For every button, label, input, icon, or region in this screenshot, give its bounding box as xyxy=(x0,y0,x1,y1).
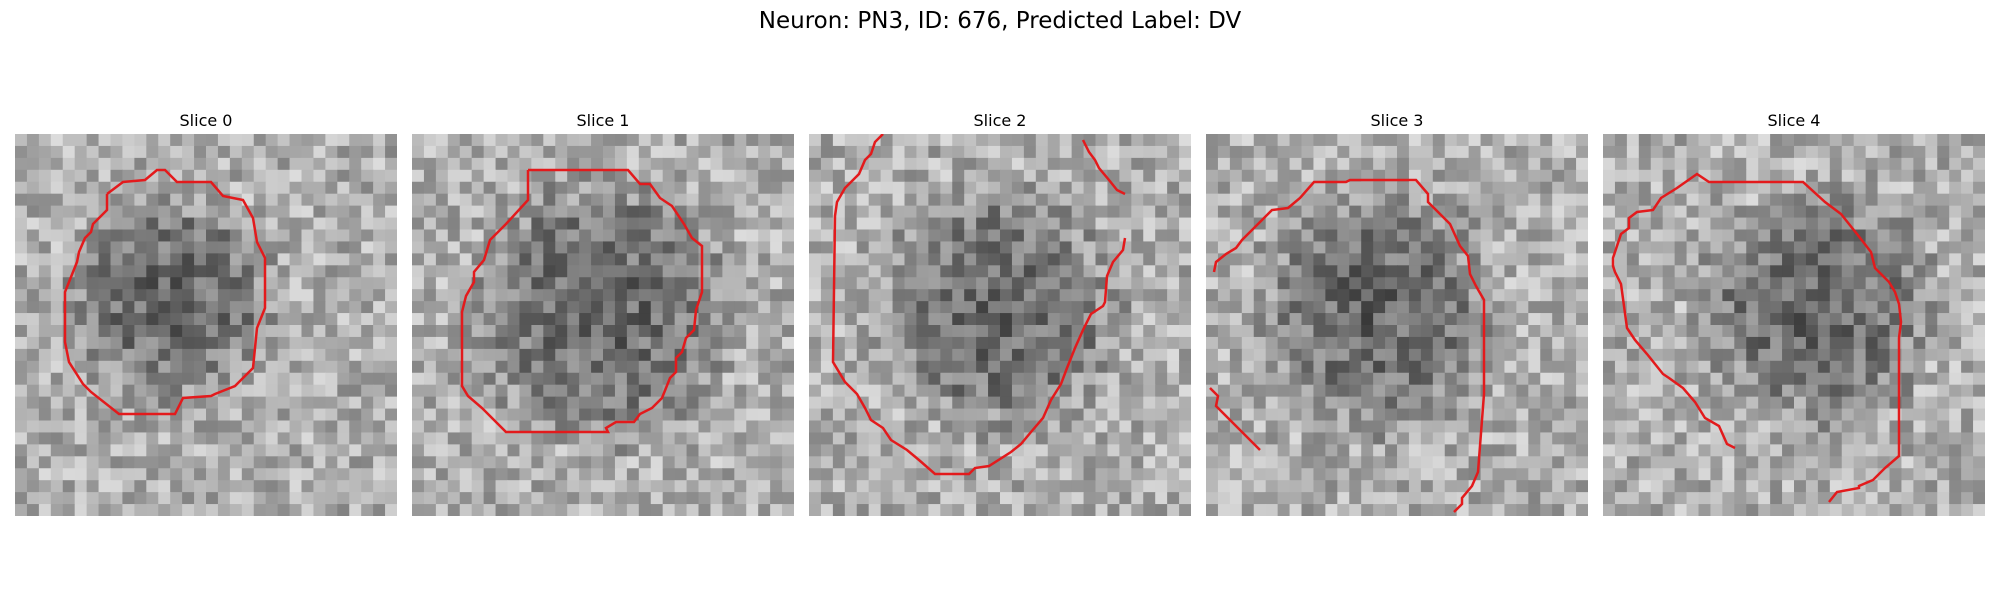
pixel-grid-0 xyxy=(15,134,397,516)
slice-title-3: Slice 3 xyxy=(1370,111,1424,130)
slice-image-0 xyxy=(15,134,397,516)
slice-title-0: Slice 0 xyxy=(179,111,233,130)
pixel-grid-3 xyxy=(1206,134,1588,516)
slice-title-1: Slice 1 xyxy=(576,111,630,130)
contour-2b xyxy=(1081,139,1126,196)
figure-title: Neuron: PN3, ID: 676, Predicted Label: D… xyxy=(758,8,1242,34)
pixel-grid-1 xyxy=(412,134,794,516)
contour-3b xyxy=(1209,387,1261,451)
contour-2 xyxy=(831,134,1127,476)
slice-image-3 xyxy=(1206,134,1588,516)
contour-1 xyxy=(460,168,704,434)
slice-title-2: Slice 2 xyxy=(973,111,1027,130)
contour-4 xyxy=(1611,172,1903,503)
pixel-grid-4 xyxy=(1603,134,1985,516)
slice-panel-0: Slice 0 xyxy=(15,108,397,516)
slice-panel-4: Slice 4 xyxy=(1603,108,1985,516)
slice-image-1 xyxy=(412,134,794,516)
slice-panel-3: Slice 3 xyxy=(1206,108,1588,516)
contour-0 xyxy=(63,168,267,416)
slice-title-4: Slice 4 xyxy=(1767,111,1821,130)
contour-3 xyxy=(1212,178,1486,513)
pixel-grid-2 xyxy=(809,134,1191,516)
slice-panel-2: Slice 2 xyxy=(809,108,1191,516)
slice-panel-1: Slice 1 xyxy=(412,108,794,516)
slice-image-4 xyxy=(1603,134,1985,516)
slice-image-2 xyxy=(809,134,1191,516)
